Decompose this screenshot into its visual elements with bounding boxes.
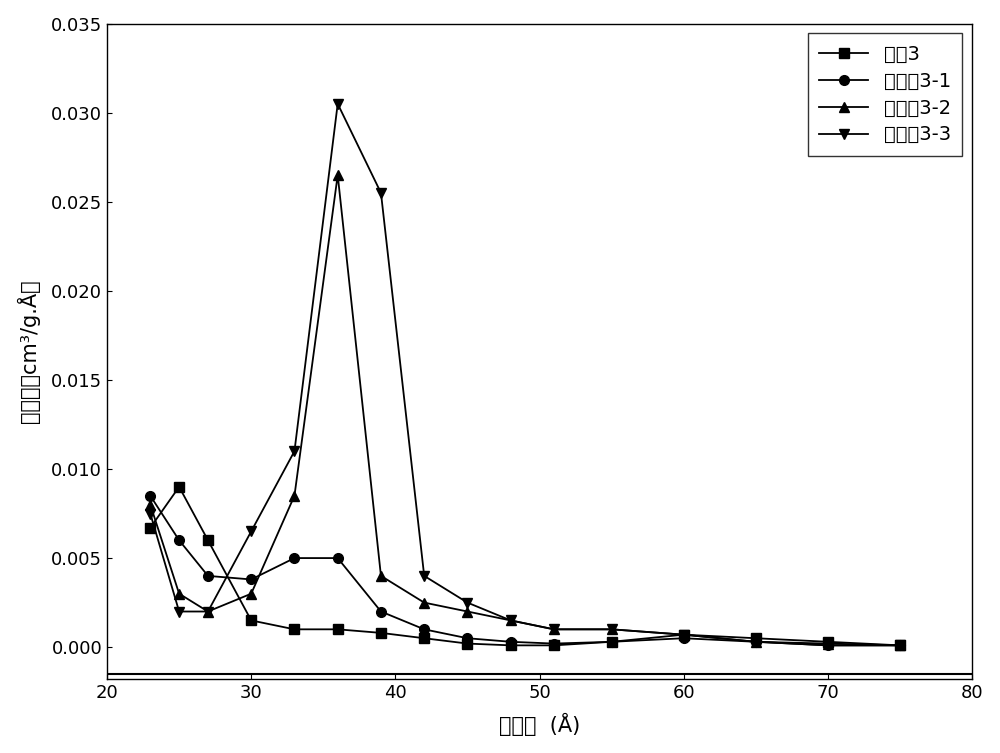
实施䍱3-1 bbox=[461, 634, 473, 643]
实施䍱3-1 bbox=[173, 535, 185, 544]
实施䍱3-2 bbox=[750, 637, 762, 646]
X-axis label: 孔直径  (Å): 孔直径 (Å) bbox=[499, 713, 580, 736]
对比3 bbox=[894, 641, 906, 650]
对比3 bbox=[144, 523, 156, 532]
对比3 bbox=[750, 634, 762, 643]
实施䍱3-2 bbox=[461, 607, 473, 616]
实施䍱3-2 bbox=[678, 630, 690, 639]
实施䍱3-1 bbox=[144, 491, 156, 500]
实施䍱3-3 bbox=[245, 527, 257, 536]
实施䍱3-3 bbox=[548, 625, 560, 634]
实施䍱3-3 bbox=[894, 641, 906, 650]
实施䍱3-3 bbox=[822, 641, 834, 650]
对比3 bbox=[202, 535, 214, 544]
实施䍱3-3 bbox=[606, 625, 618, 634]
对比3 bbox=[332, 625, 344, 634]
Line: 对比3: 对比3 bbox=[145, 482, 905, 651]
实施䍱3-2 bbox=[375, 572, 387, 581]
实施䍱3-1 bbox=[202, 572, 214, 581]
实施䍱3-3 bbox=[505, 616, 517, 625]
实施䍱3-3 bbox=[678, 630, 690, 639]
对比3 bbox=[173, 483, 185, 492]
实施䍱3-1 bbox=[894, 641, 906, 650]
Line: 实施䍱3-3: 实施䍱3-3 bbox=[145, 99, 905, 651]
实施䍱3-1 bbox=[288, 553, 300, 562]
实施䍱3-1 bbox=[750, 637, 762, 646]
对比3 bbox=[822, 637, 834, 646]
对比3 bbox=[418, 634, 430, 643]
实施䍱3-2 bbox=[606, 625, 618, 634]
实施䍱3-2 bbox=[332, 171, 344, 180]
对比3 bbox=[505, 641, 517, 650]
对比3 bbox=[461, 639, 473, 648]
实施䍱3-1 bbox=[678, 634, 690, 643]
实施䍱3-3 bbox=[202, 607, 214, 616]
实施䍱3-3 bbox=[332, 99, 344, 108]
对比3 bbox=[678, 630, 690, 639]
Line: 实施䍱3-1: 实施䍱3-1 bbox=[145, 491, 905, 651]
实施䍱3-2 bbox=[202, 607, 214, 616]
实施䍱3-1 bbox=[245, 575, 257, 584]
实施䍱3-2 bbox=[418, 598, 430, 607]
Legend: 对比3, 实施䍱3-1, 实施䍱3-2, 实施䍱3-3: 对比3, 实施䍱3-1, 实施䍱3-2, 实施䍱3-3 bbox=[808, 33, 962, 156]
实施䍱3-3 bbox=[288, 447, 300, 456]
对比3 bbox=[288, 625, 300, 634]
实施䍱3-2 bbox=[144, 500, 156, 509]
实施䍱3-2 bbox=[173, 589, 185, 598]
实施䍱3-1 bbox=[606, 637, 618, 646]
实施䍱3-3 bbox=[173, 607, 185, 616]
实施䍱3-3 bbox=[144, 509, 156, 518]
实施䍱3-2 bbox=[894, 641, 906, 650]
实施䍱3-1 bbox=[418, 625, 430, 634]
Line: 实施䍱3-2: 实施䍱3-2 bbox=[145, 170, 905, 651]
对比3 bbox=[375, 628, 387, 637]
实施䍱3-2 bbox=[548, 625, 560, 634]
实施䍱3-2 bbox=[288, 491, 300, 500]
实施䍱3-1 bbox=[505, 637, 517, 646]
实施䍱3-1 bbox=[375, 607, 387, 616]
实施䍱3-1 bbox=[822, 641, 834, 650]
实施䍱3-2 bbox=[505, 616, 517, 625]
实施䍱3-1 bbox=[332, 553, 344, 562]
实施䍱3-3 bbox=[375, 188, 387, 197]
实施䍱3-3 bbox=[461, 598, 473, 607]
实施䍱3-2 bbox=[822, 639, 834, 648]
实施䍱3-3 bbox=[418, 572, 430, 581]
实施䍱3-2 bbox=[245, 589, 257, 598]
对比3 bbox=[606, 637, 618, 646]
对比3 bbox=[548, 641, 560, 650]
实施䍱3-3 bbox=[750, 637, 762, 646]
Y-axis label: 量孔分（cm³/g.Å）: 量孔分（cm³/g.Å） bbox=[17, 279, 40, 423]
对比3 bbox=[245, 616, 257, 625]
实施䍱3-1 bbox=[548, 639, 560, 648]
